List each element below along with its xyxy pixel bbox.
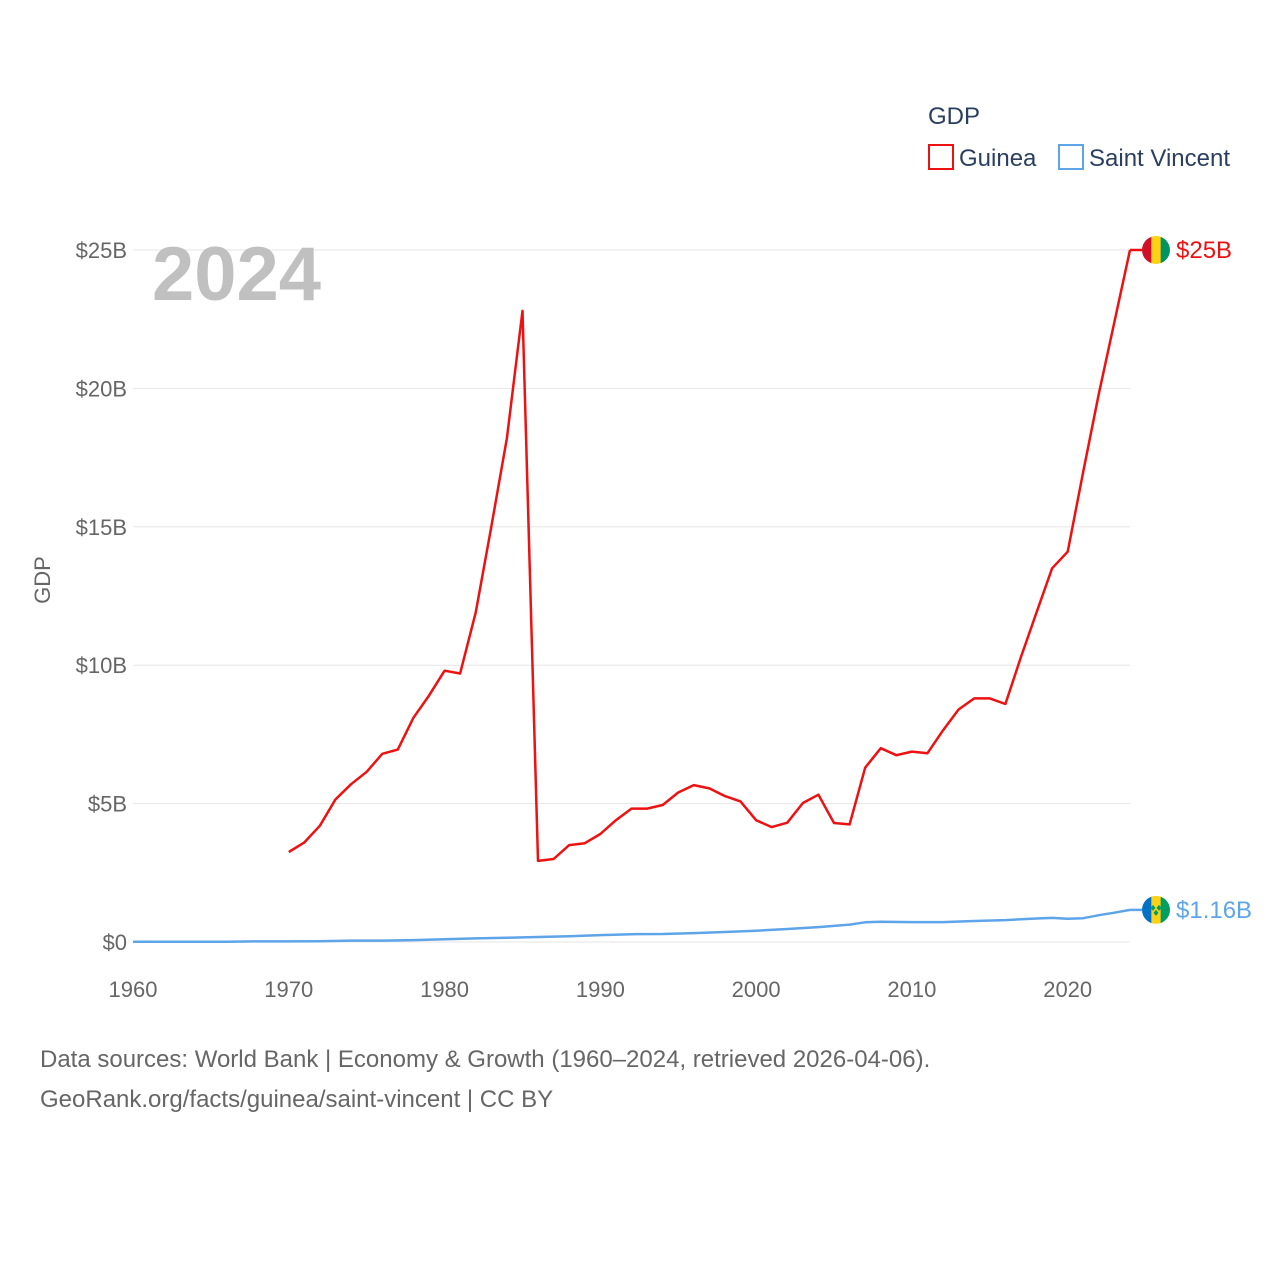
saint-vincent-flag-icon [1142, 895, 1170, 924]
x-tick-label: 1980 [420, 977, 469, 1002]
year-label: 2024 [152, 232, 321, 317]
legend-swatch-guinea [928, 144, 954, 170]
series-lines [133, 249, 1132, 943]
series-line-guinea [288, 249, 1132, 863]
source-line-1: Data sources: World Bank | Economy & Gro… [40, 1046, 931, 1073]
x-tick-label: 1990 [576, 977, 625, 1002]
source-line-2: GeoRank.org/facts/guinea/saint-vincent |… [40, 1086, 554, 1113]
y-tick-label: $5B [88, 792, 127, 817]
legend: GDP Guinea Saint Vincent [928, 103, 1230, 172]
series-end-label-saint-vincent: $1.16B [1176, 897, 1252, 924]
legend-item-saint-vincent[interactable]: Saint Vincent [1058, 144, 1230, 172]
legend-label-guinea: Guinea [959, 145, 1037, 172]
x-tick-label: 2000 [732, 977, 781, 1002]
y-tick-label: $15B [76, 515, 127, 540]
y-tick-label: $25B [76, 238, 127, 263]
y-axis: $0 $5B $10B $15B $20B $25B [76, 238, 127, 955]
y-tick-label: $20B [76, 376, 127, 401]
legend-item-guinea[interactable]: Guinea [928, 144, 1037, 172]
series-end-label-guinea: $25B [1176, 237, 1232, 264]
guinea-flag-icon [1142, 236, 1170, 264]
x-tick-label: 2020 [1043, 977, 1092, 1002]
x-tick-label: 1960 [109, 977, 158, 1002]
source-note: Data sources: World Bank | Economy & Gro… [40, 1040, 930, 1120]
legend-label-saint-vincent: Saint Vincent [1089, 145, 1230, 172]
x-tick-label: 1970 [264, 977, 313, 1002]
y-tick-label: $0 [103, 930, 127, 955]
y-axis-title: GDP [30, 556, 55, 604]
legend-title: GDP [928, 103, 980, 130]
y-tick-label: $10B [76, 653, 127, 678]
series-endpoints: $25B $1.16B [1130, 236, 1252, 924]
x-axis: 1960 1970 1980 1990 2000 2010 2020 [109, 977, 1093, 1002]
legend-swatch-saint-vincent [1058, 144, 1084, 170]
x-tick-label: 2010 [887, 977, 936, 1002]
grid [133, 249, 1130, 943]
series-line-saint-vincent [133, 908, 1131, 943]
